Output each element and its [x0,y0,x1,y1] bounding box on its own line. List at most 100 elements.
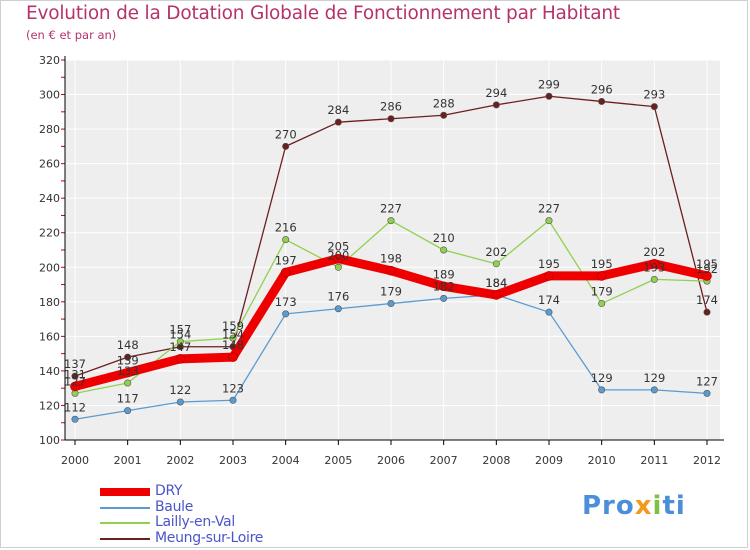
data-label-lailly-en-val: 202 [485,245,507,259]
data-label-lailly-en-val: 216 [275,221,297,235]
y-tick-label: 160 [39,330,60,343]
data-label-lailly-en-val: 179 [591,285,613,299]
data-point-lailly-en-val [229,334,237,342]
x-tick-label: 2007 [430,454,458,467]
data-point-lailly-en-val [387,217,395,225]
data-point-dry [544,271,554,281]
data-label-meung-sur-loire: 294 [485,86,507,100]
logo-part: x [634,491,653,521]
legend-label-meung-sur-loire: Meung-sur-Loire [155,529,264,546]
data-label-lailly-en-val: 192 [696,262,718,276]
x-tick-label: 2001 [114,454,142,467]
data-point-lailly-en-val [176,338,184,346]
data-label-meung-sur-loire: 154 [222,328,244,342]
data-point-lailly-en-val [124,379,132,387]
data-label-baule: 129 [591,371,613,385]
data-label-dry: 184 [485,276,507,290]
data-point-dry [438,281,449,292]
x-tick-label: 2010 [588,454,616,467]
data-label-meung-sur-loire: 174 [696,293,718,307]
data-point-meung-sur-loire [71,372,79,380]
y-tick-label: 200 [39,261,60,274]
data-point-meung-sur-loire [492,101,500,109]
data-point-meung-sur-loire [282,142,290,150]
data-point-meung-sur-loire [703,308,711,316]
legend-swatch-lailly-en-val [100,522,150,524]
chart-title: Evolution de la Dotation Globale de Fonc… [26,3,620,24]
data-label-dry: 202 [643,245,665,259]
legend-swatch-baule [100,506,150,509]
x-tick-label: 2009 [535,454,563,467]
y-tick-label: 240 [39,192,60,205]
data-point-meung-sur-loire [545,92,553,100]
data-point-baule [124,407,132,415]
data-label-dry: 195 [538,257,560,271]
data-point-dry [649,259,660,269]
data-point-dry [70,381,80,392]
legend-swatch-meung-sur-loire [100,537,150,540]
x-tick-label: 2012 [693,454,721,467]
data-point-dry [491,290,502,300]
data-label-meung-sur-loire: 148 [117,338,139,352]
data-label-meung-sur-loire: 293 [643,88,665,102]
x-tick-label: 2011 [640,454,668,467]
y-tick-label: 320 [39,54,60,67]
data-label-lailly-en-val: 227 [538,202,560,216]
data-label-dry: 195 [591,257,613,271]
data-point-baule [703,389,711,397]
legend-label-baule: Baule [155,498,194,515]
data-point-baule [598,386,606,394]
data-point-dry [596,271,607,281]
y-tick-label: 300 [39,89,60,102]
x-tick-label: 2002 [166,454,194,467]
data-label-dry: 197 [275,253,297,267]
data-point-meung-sur-loire [440,111,448,119]
data-point-baule [440,294,448,302]
data-label-dry: 189 [433,267,455,281]
data-point-baule [229,396,237,404]
data-label-baule: 182 [433,279,455,293]
data-label-meung-sur-loire: 284 [327,103,349,117]
legend-label-lailly-en-val: Lailly-en-Val [155,514,235,530]
logo-part: Pro [582,491,635,521]
logo-part: i [652,491,663,521]
y-tick-label: 280 [39,123,60,136]
logo-part: ti [662,491,686,521]
data-label-meung-sur-loire: 299 [538,77,560,91]
data-label-baule: 176 [327,290,349,304]
data-point-lailly-en-val [282,236,290,244]
x-tick-label: 2008 [482,454,510,467]
data-point-dry [280,267,291,278]
data-label-baule: 174 [538,293,560,307]
data-label-baule: 127 [696,374,718,388]
data-label-lailly-en-val: 133 [117,364,139,378]
data-point-dry [386,265,396,276]
y-tick-label: 100 [39,434,60,447]
data-point-baule [387,300,395,308]
data-label-lailly-en-val: 227 [380,202,402,216]
data-label-dry: 205 [327,240,349,254]
data-label-meung-sur-loire: 137 [64,357,86,371]
data-label-baule: 122 [169,383,191,397]
data-point-dry [702,271,712,281]
data-point-dry [122,367,133,378]
data-point-meung-sur-loire [334,118,342,126]
data-point-baule [176,398,184,406]
data-point-baule [545,308,553,316]
data-point-baule [282,310,290,318]
data-point-dry [228,352,238,362]
y-tick-label: 220 [39,227,60,240]
plot-background [65,60,720,440]
data-label-baule: 129 [643,371,665,385]
data-point-lailly-en-val [545,217,553,225]
x-tick-label: 2000 [61,454,89,467]
data-label-lailly-en-val: 127 [64,374,86,388]
data-point-lailly-en-val [598,300,606,308]
x-tick-label: 2004 [272,454,300,467]
data-label-dry: 148 [222,338,244,352]
legend-swatch-dry [100,488,150,496]
data-point-baule [334,305,342,313]
y-tick-label: 260 [39,158,60,171]
